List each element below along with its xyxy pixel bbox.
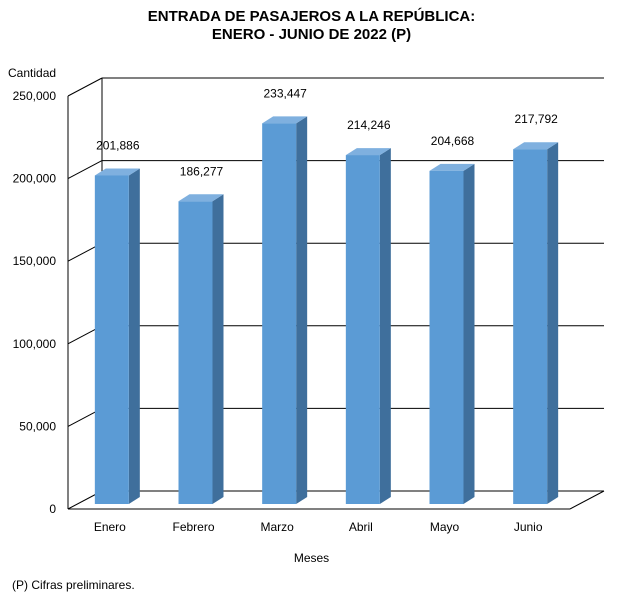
y-tick-label: 100,000 <box>13 337 57 351</box>
footnote: (P) Cifras preliminares. <box>12 578 135 592</box>
x-axis-label: Meses <box>293 551 330 565</box>
bar-side <box>547 142 559 504</box>
data-label: 201,886 <box>96 138 140 152</box>
floor-edge <box>569 490 605 510</box>
bar <box>178 201 213 505</box>
chart-title: ENTRADA DE PASAJEROS A LA REPÚBLICA: <box>147 8 476 25</box>
x-tick-label: Febrero <box>172 520 214 534</box>
bar-top <box>429 163 475 171</box>
data-label: 217,792 <box>514 112 558 126</box>
bar-side <box>128 168 140 505</box>
bar <box>429 170 464 504</box>
bar-top <box>262 116 308 124</box>
y-tick-label: 0 <box>49 502 56 516</box>
chart-subtitle: ENERO - JUNIO DE 2022 (P) <box>211 26 412 43</box>
x-tick-label: Mayo <box>430 520 460 534</box>
y-tick-label: 150,000 <box>13 254 57 268</box>
data-label: 204,668 <box>431 134 475 148</box>
y-tick-label: 200,000 <box>13 172 57 186</box>
bar-side <box>379 148 391 504</box>
bar-top <box>513 142 559 150</box>
gridline-depth <box>67 160 103 180</box>
x-tick-label: Enero <box>94 520 126 534</box>
bar-top <box>345 148 391 156</box>
x-tick-label: Abril <box>349 520 373 534</box>
gridline-depth <box>67 77 103 97</box>
x-tick-label: Junio <box>514 520 543 534</box>
y-tick-label: 50,000 <box>19 419 56 433</box>
data-label: 186,277 <box>180 164 224 178</box>
data-label: 233,447 <box>263 86 307 100</box>
data-label: 214,246 <box>347 118 391 132</box>
bar <box>513 149 548 504</box>
bar-side <box>296 116 308 505</box>
y-axis-label: Cantidad <box>8 66 57 80</box>
x-tick-label: Marzo <box>260 520 294 534</box>
y-tick-label: 250,000 <box>13 89 57 103</box>
bar-top <box>178 194 224 202</box>
bar-side <box>463 163 475 504</box>
bar-top <box>94 168 140 176</box>
bar <box>262 123 297 505</box>
bar <box>345 155 380 504</box>
bar-side <box>212 194 224 505</box>
bar <box>94 175 129 505</box>
